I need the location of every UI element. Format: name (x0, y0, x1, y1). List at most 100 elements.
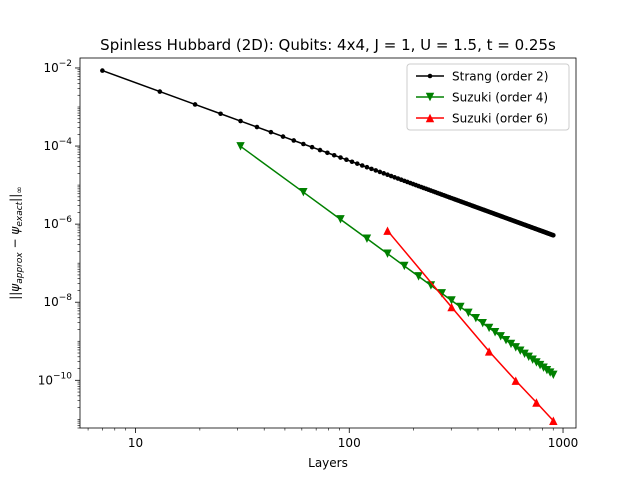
y-label-sub-exact: exact (15, 201, 25, 226)
legend-label: Suzuki (order 6) (452, 112, 548, 126)
data-point (511, 343, 520, 352)
data-point (471, 314, 481, 323)
data-point (484, 323, 494, 333)
legend-frame (406, 63, 570, 131)
series-2 (383, 226, 558, 425)
legend-marker (425, 92, 435, 102)
y-tick-mantissa: 10 (43, 61, 58, 75)
data-point (364, 164, 370, 170)
data-point (385, 172, 390, 178)
y-tick-exponent: −4 (59, 137, 73, 147)
data-point (506, 339, 516, 349)
data-point (381, 171, 387, 176)
data-point (280, 134, 286, 139)
data-point (426, 281, 436, 290)
data-point (414, 272, 423, 281)
data-point (238, 118, 243, 124)
data-point (373, 168, 379, 173)
data-point (268, 129, 274, 135)
data-point (520, 349, 529, 359)
data-point (254, 124, 260, 130)
data-point (362, 234, 372, 243)
data-point (516, 346, 525, 355)
data-point (383, 226, 392, 235)
data-point (309, 144, 315, 150)
data-point (539, 363, 548, 372)
data-point (192, 102, 198, 107)
data-point (331, 152, 337, 158)
data-point (511, 376, 520, 385)
chart-title: Spinless Hubbard (2D): Qubits: 4x4, J = … (100, 36, 556, 54)
data-point (484, 347, 494, 356)
series-layer (100, 68, 558, 425)
data-point (291, 138, 297, 143)
data-point (100, 68, 105, 73)
y-tick-label: 10−10 (38, 371, 73, 387)
data-point (325, 150, 330, 156)
series-0 (100, 68, 556, 238)
data-point (496, 332, 505, 341)
data-point (388, 173, 394, 179)
y-tick-label: 10−6 (43, 215, 72, 231)
data-point (528, 355, 537, 364)
data-point (447, 302, 456, 312)
y-tick-label: 10−2 (43, 59, 72, 75)
data-point (354, 161, 360, 166)
y-tick-label: 10−8 (43, 293, 72, 309)
y-tick-mantissa: 10 (43, 295, 58, 309)
data-point (317, 147, 323, 153)
data-point (447, 296, 456, 305)
data-point (336, 215, 345, 224)
legend-marker (425, 113, 435, 123)
data-point (456, 302, 465, 312)
x-tick-label: 100 (338, 436, 361, 450)
data-point (532, 358, 541, 367)
data-point (437, 289, 447, 298)
y-label-sub-approx: approx (15, 252, 25, 284)
data-point (157, 89, 163, 94)
series-1 (236, 142, 558, 380)
y-label-psi-2: ψ (8, 226, 22, 235)
y-label-norm-open: || (8, 292, 22, 300)
data-point (551, 233, 556, 238)
y-tick-exponent: −2 (59, 59, 72, 69)
y-tick-label: 10−4 (43, 137, 72, 153)
y-tick-exponent: −10 (53, 371, 72, 381)
data-point (490, 328, 500, 337)
legend-label: Suzuki (order 4) (452, 91, 548, 105)
x-tick-label: 10 (128, 436, 143, 450)
data-point (383, 249, 392, 258)
data-point (501, 336, 511, 345)
data-point (359, 163, 365, 168)
y-label-minus: − (8, 235, 22, 253)
data-point (549, 416, 558, 425)
data-point (301, 141, 306, 147)
data-point (400, 261, 409, 271)
y-axis-label: ||ψapprox − ψexact||∞ (8, 186, 25, 300)
y-tick-mantissa: 10 (38, 373, 53, 387)
legend-entry-0: Strang (order 2) (416, 70, 548, 84)
x-axis-label: Layers (308, 456, 348, 470)
data-point (549, 370, 558, 380)
legend-entry-1: Suzuki (order 4) (416, 91, 548, 105)
data-point (478, 319, 487, 328)
legend-marker (427, 73, 433, 79)
data-point (338, 155, 343, 160)
data-point (344, 157, 349, 163)
legend: Strang (order 2) Suzuki (order 4) Suzuki (… (406, 63, 570, 131)
y-tick-exponent: −8 (59, 293, 73, 303)
data-point (349, 159, 355, 165)
y-label-sub-inf: ∞ (15, 186, 25, 194)
y-tick-mantissa: 10 (43, 217, 58, 231)
data-point (369, 166, 374, 172)
x-tick-label: 1000 (548, 436, 579, 450)
y-tick-mantissa: 10 (43, 139, 58, 153)
plot-frame (79, 57, 577, 429)
data-point (236, 142, 245, 151)
y-label-norm-close: || (8, 194, 22, 202)
data-point (464, 308, 473, 317)
data-point (218, 111, 223, 117)
